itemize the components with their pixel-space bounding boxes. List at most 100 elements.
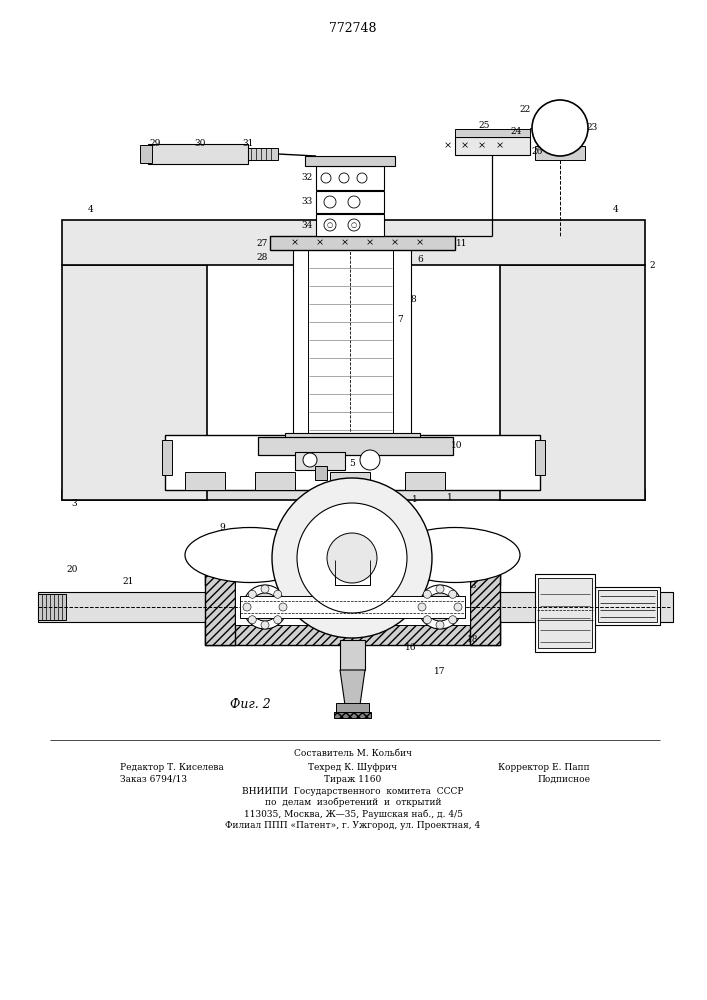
- Circle shape: [251, 593, 279, 621]
- Text: ВНИИПИ  Государственного  комитета  СССР: ВНИИПИ Государственного комитета СССР: [243, 786, 464, 796]
- Text: по  делам  изобретений  и  открытий: по делам изобретений и открытий: [264, 797, 441, 807]
- Circle shape: [423, 590, 431, 598]
- Bar: [455, 129, 530, 137]
- Polygon shape: [340, 670, 365, 705]
- Text: 18: 18: [467, 636, 479, 645]
- Circle shape: [348, 196, 360, 208]
- Bar: [305, 156, 395, 166]
- Ellipse shape: [185, 528, 315, 582]
- Text: ×: ×: [461, 141, 469, 150]
- Text: 29: 29: [149, 139, 160, 148]
- Bar: [240, 596, 465, 618]
- Text: ×: ×: [496, 141, 504, 150]
- Bar: [316, 191, 384, 213]
- Circle shape: [436, 585, 444, 593]
- Text: 33: 33: [301, 198, 312, 207]
- Circle shape: [449, 590, 457, 598]
- Bar: [185, 472, 225, 490]
- Bar: [248, 148, 278, 160]
- Bar: [315, 466, 327, 480]
- Text: 21: 21: [122, 578, 134, 586]
- Circle shape: [418, 603, 426, 611]
- Bar: [270, 236, 455, 250]
- Text: Редактор Т. Киселева: Редактор Т. Киселева: [120, 762, 223, 772]
- Text: 113035, Москва, Ж—35, Раушская наб., д. 4/5: 113035, Москва, Ж—35, Раушская наб., д. …: [243, 809, 462, 819]
- Circle shape: [274, 616, 281, 624]
- Text: 2: 2: [649, 260, 655, 269]
- Text: 20: 20: [66, 566, 78, 574]
- Circle shape: [297, 503, 407, 613]
- Bar: [316, 214, 384, 236]
- Text: Корректор Е. Папп: Корректор Е. Папп: [498, 762, 590, 772]
- Text: 4: 4: [88, 206, 94, 215]
- Text: 5: 5: [349, 458, 355, 468]
- Bar: [335, 555, 370, 585]
- Bar: [470, 560, 500, 645]
- Text: 28: 28: [257, 253, 268, 262]
- Circle shape: [243, 585, 287, 629]
- Text: Заказ 6794/13: Заказ 6794/13: [120, 774, 187, 784]
- Text: 30: 30: [194, 139, 206, 148]
- Text: 16: 16: [405, 644, 416, 652]
- Text: 4: 4: [613, 206, 619, 215]
- Circle shape: [321, 173, 331, 183]
- Circle shape: [327, 533, 377, 583]
- Circle shape: [248, 616, 256, 624]
- Bar: [295, 452, 345, 470]
- Ellipse shape: [390, 528, 520, 582]
- Bar: [285, 433, 420, 445]
- Circle shape: [248, 590, 256, 598]
- Text: 15: 15: [296, 522, 308, 532]
- Text: ×: ×: [478, 141, 486, 150]
- Text: 17: 17: [434, 668, 445, 676]
- Bar: [148, 144, 248, 164]
- Text: M: M: [551, 119, 569, 136]
- Bar: [38, 594, 66, 620]
- Circle shape: [357, 173, 367, 183]
- Text: 23: 23: [586, 123, 597, 132]
- Text: ×: ×: [291, 238, 299, 247]
- Bar: [255, 472, 295, 490]
- Bar: [405, 472, 445, 490]
- Circle shape: [303, 453, 317, 467]
- Text: ○: ○: [351, 221, 357, 229]
- Circle shape: [279, 603, 287, 611]
- Circle shape: [261, 585, 269, 593]
- Circle shape: [274, 590, 281, 598]
- Text: 7: 7: [397, 316, 403, 324]
- Bar: [488, 592, 673, 622]
- Text: 3: 3: [71, 498, 77, 508]
- Text: ×: ×: [391, 238, 399, 247]
- Circle shape: [418, 585, 462, 629]
- Circle shape: [272, 478, 432, 638]
- Circle shape: [243, 603, 251, 611]
- Text: 9: 9: [219, 522, 225, 532]
- Circle shape: [261, 621, 269, 629]
- Bar: [235, 580, 470, 625]
- Bar: [316, 166, 384, 190]
- Bar: [162, 440, 172, 475]
- Bar: [62, 265, 207, 500]
- Bar: [538, 578, 592, 648]
- Bar: [334, 712, 371, 718]
- Bar: [535, 440, 545, 475]
- Bar: [258, 437, 453, 455]
- Text: 13: 13: [467, 580, 478, 589]
- Bar: [205, 560, 500, 585]
- Bar: [165, 435, 540, 490]
- Circle shape: [436, 621, 444, 629]
- Text: 22: 22: [520, 105, 531, 114]
- Text: 10: 10: [451, 440, 463, 450]
- Text: ×: ×: [341, 238, 349, 247]
- Text: 8: 8: [410, 296, 416, 304]
- Bar: [62, 490, 645, 500]
- Circle shape: [454, 603, 462, 611]
- Circle shape: [423, 616, 431, 624]
- Circle shape: [324, 219, 336, 231]
- Circle shape: [339, 173, 349, 183]
- Bar: [336, 703, 369, 715]
- Text: 772748: 772748: [329, 21, 377, 34]
- Circle shape: [426, 593, 454, 621]
- Circle shape: [360, 450, 380, 470]
- Bar: [535, 574, 595, 652]
